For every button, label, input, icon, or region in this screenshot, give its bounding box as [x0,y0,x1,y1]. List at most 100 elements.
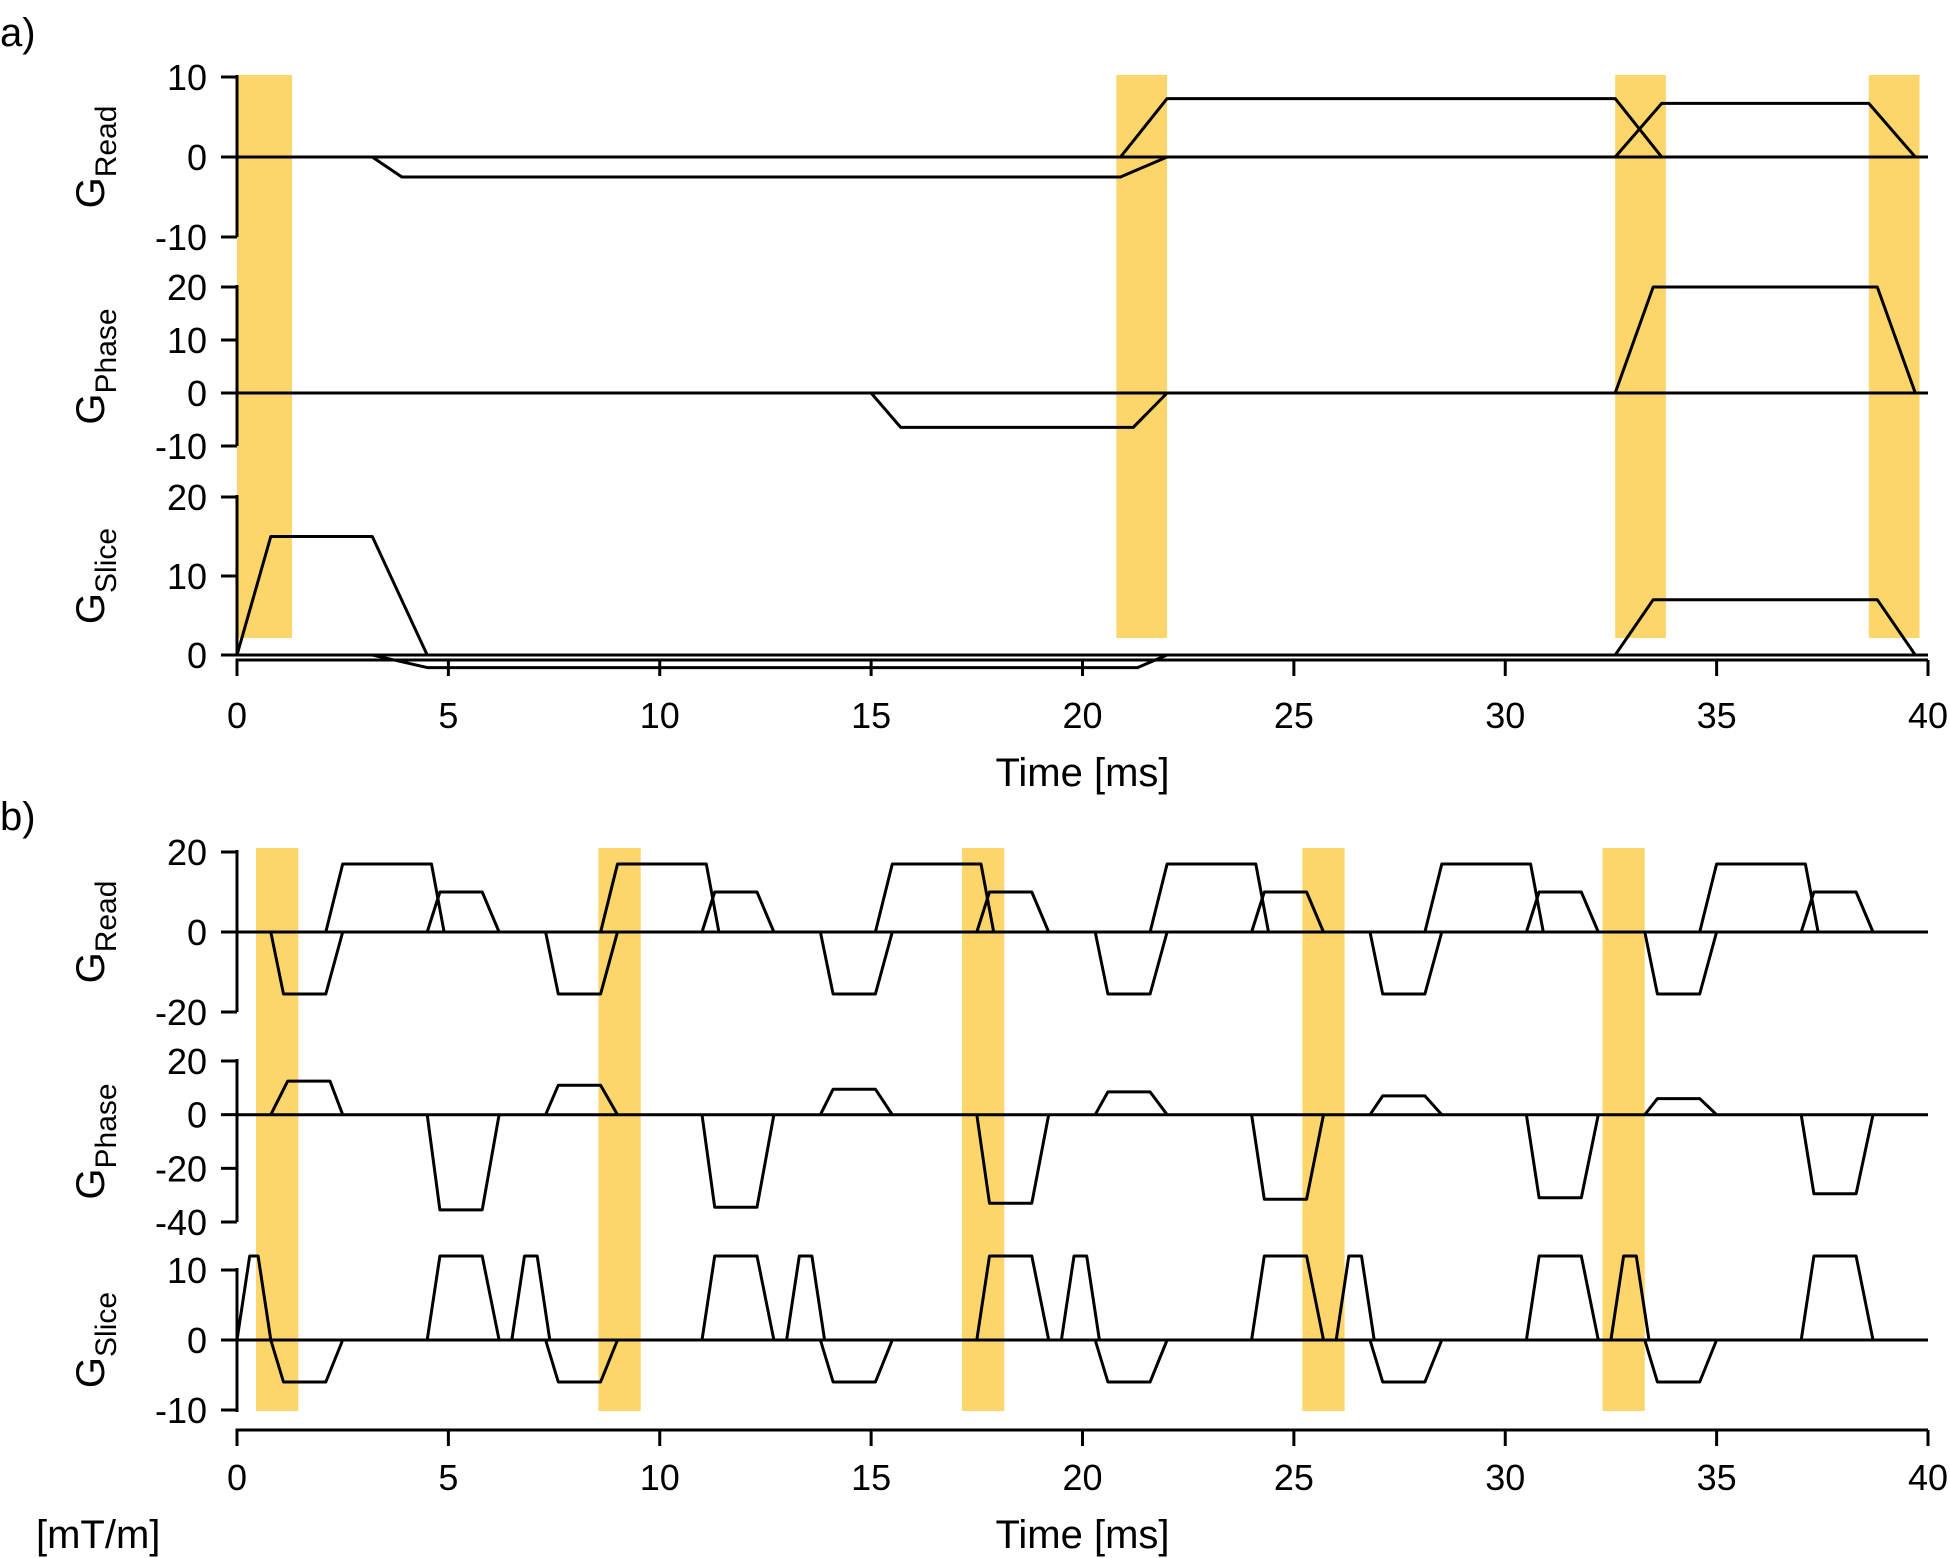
x-tick-label: 5 [438,1457,458,1498]
highlight-band [1615,75,1666,638]
series-line [1613,285,1917,394]
y-tick-label: 10 [167,1250,207,1291]
x-axis-label: Time [ms] [995,751,1169,795]
highlight-band [1602,848,1645,1411]
series-line [1799,890,1875,933]
y-axis-label: GSlice [69,1292,123,1388]
y-axis-label: GPhase [69,308,123,424]
series-line [869,391,1169,429]
y-tick-label: 0 [187,137,207,178]
series-line [371,155,1168,179]
panel-a-label: a) [0,11,36,55]
highlight-band [598,848,641,1411]
series-line [269,1079,345,1116]
series-line [700,1114,776,1209]
series-line [1799,1114,1875,1196]
highlight-band [1302,848,1345,1411]
x-tick-label: 25 [1274,695,1314,736]
series-line [1093,931,1169,996]
series-line [1423,862,1545,933]
x-tick-label: 0 [227,695,247,736]
series-line [1643,1097,1718,1116]
y-axis-label: GPhase [69,1083,123,1199]
series-line [975,890,1051,933]
series-line [1613,598,1917,656]
panel-a: -10 0 10 GRead -10 0 10 20 GPhase 0 10 20 GSlice 0 5 10… [69,57,1948,795]
x-tick-label: 40 [1908,1457,1948,1498]
series-line [510,1254,552,1341]
series-line [1368,1094,1443,1116]
x-tick-label: 5 [438,695,458,736]
series-line [700,890,776,933]
series-line [1059,1254,1101,1341]
highlight-band [256,848,299,1411]
y-axis-label: GSlice [69,528,123,624]
y-tick-label: -10 [155,217,207,258]
y-tick-label: 0 [187,1095,207,1136]
y-tick-label: 10 [167,320,207,361]
y-tick-label: -40 [155,1202,207,1243]
series-line [544,1339,619,1384]
x-tick-label: 10 [640,1457,680,1498]
series-line [1524,1114,1600,1200]
unit-label: [mT/m] [36,1513,160,1557]
series-line [1093,1090,1169,1116]
axes-slice: -10 0 10 GSlice [69,1250,1928,1431]
series-line [425,890,501,933]
y-tick-label: 0 [187,1320,207,1361]
panel-b-label: b) [0,795,36,839]
y-tick-label: 20 [167,267,207,308]
series-line [425,1254,501,1341]
series-line [1643,1339,1718,1384]
x-tick-label: 30 [1485,1457,1525,1498]
series-line [818,931,894,996]
y-tick-label: 10 [167,57,207,98]
x-tick-label: 20 [1062,1457,1102,1498]
series-line [1643,931,1719,996]
y-tick-label: 20 [167,477,207,518]
y-tick-label: 20 [167,1041,207,1082]
y-tick-label: -20 [155,992,207,1033]
x-axis-label: Time [ms] [995,1513,1169,1557]
axes-read: -20 0 20 GRead [69,832,1928,1033]
series-line [1368,1339,1444,1384]
highlight-band [237,75,292,638]
y-tick-label: 0 [187,373,207,414]
y-axis-label: GRead [69,881,123,984]
series-line [975,1254,1051,1341]
y-tick-label: 20 [167,832,207,873]
series-line [975,1114,1051,1205]
series-line [269,931,345,996]
highlight-band [1868,75,1920,638]
series-line [1093,1339,1169,1384]
axes-phase: -10 0 10 20 GPhase [69,267,1928,467]
series-line [1614,101,1917,158]
series-line [818,1339,894,1384]
x-tick-label: 15 [851,1457,891,1498]
series-line [1799,1254,1875,1341]
y-tick-label: -10 [155,1390,207,1431]
y-tick-label: -10 [155,426,207,467]
series-line [269,1339,345,1384]
series-line [1609,1254,1651,1341]
series-line [1524,890,1600,933]
series-line [819,1087,894,1116]
series-line [425,1114,501,1212]
series-line [1334,1254,1376,1341]
x-tick-label: 20 [1062,695,1102,736]
x-tick-label: 35 [1697,1457,1737,1498]
x-tick-label: 35 [1697,695,1737,736]
series-line [1250,890,1325,933]
series-line [700,1254,776,1341]
series-line [1250,1254,1325,1341]
x-tick-label: 15 [851,695,891,736]
series-line [1368,931,1444,996]
y-axis-label: GRead [69,106,123,209]
x-tick-label: 0 [227,1457,247,1498]
axes-read: -10 0 10 GRead [69,57,1928,258]
x-tick-label: 30 [1485,695,1525,736]
series-line [1119,97,1663,158]
y-tick-label: 10 [167,556,207,597]
series-line [544,1083,619,1116]
